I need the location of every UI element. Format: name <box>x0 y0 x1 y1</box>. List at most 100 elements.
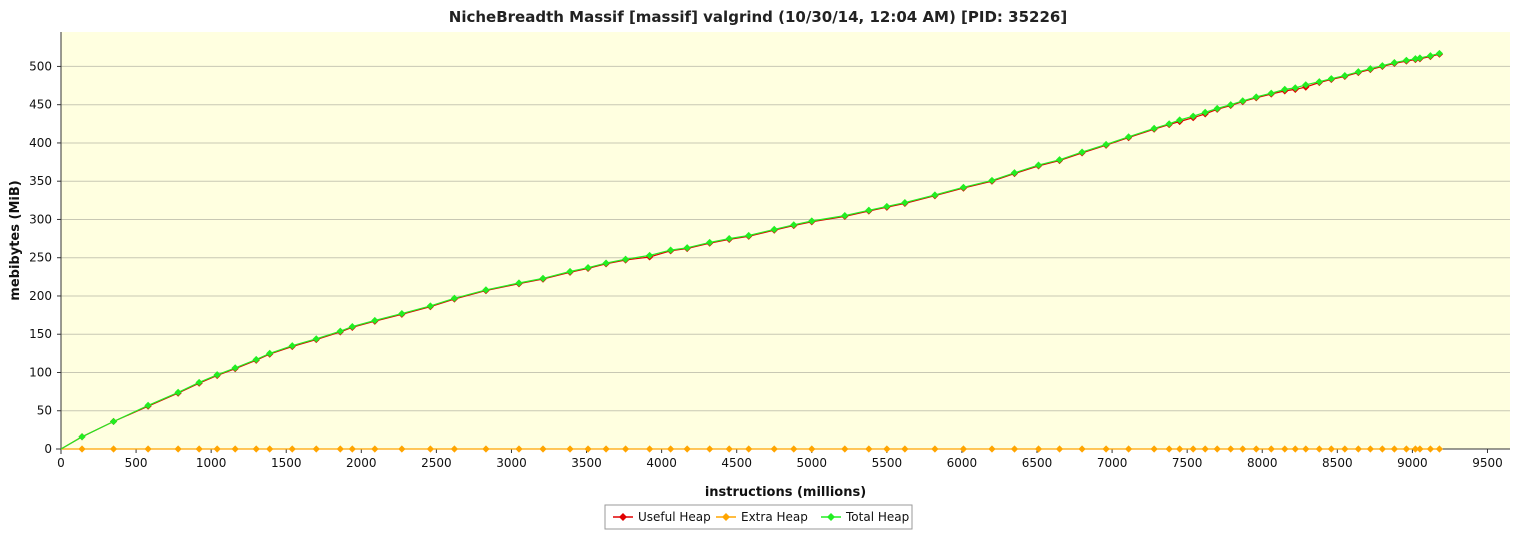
data-point <box>1435 445 1444 453</box>
x-tick-label: 7500 <box>1172 456 1203 470</box>
data-point <box>1125 133 1133 141</box>
x-tick-label: 1500 <box>271 456 302 470</box>
data-point <box>312 445 320 453</box>
x-tick-label: 500 <box>125 456 148 470</box>
data-point <box>312 335 320 343</box>
data-point <box>646 251 654 260</box>
x-tick-label: 2500 <box>421 456 452 470</box>
y-tick-label: 300 <box>29 212 52 226</box>
legend-marker <box>619 513 627 521</box>
data-point <box>1189 445 1197 453</box>
data-point <box>621 255 630 263</box>
data-point <box>1102 140 1110 149</box>
data-point <box>336 327 344 335</box>
data-point <box>1176 116 1184 124</box>
data-point <box>539 274 547 282</box>
data-point <box>1354 445 1362 453</box>
data-point <box>109 417 118 426</box>
data-point <box>144 401 152 409</box>
x-tick-label: 8000 <box>1247 456 1278 470</box>
data-point <box>78 433 86 441</box>
series-layer <box>60 49 1444 453</box>
data-point <box>1102 445 1110 453</box>
data-point <box>1227 101 1235 109</box>
data-point <box>348 445 356 453</box>
data-point <box>745 445 753 453</box>
data-point <box>1213 445 1221 453</box>
data-point <box>725 445 733 453</box>
data-point <box>584 264 592 272</box>
data-point <box>450 294 459 302</box>
data-point <box>841 212 849 220</box>
data-point <box>725 234 733 243</box>
data-point <box>1252 445 1260 453</box>
plot-area <box>61 32 1510 449</box>
x-tick-label: 4500 <box>721 456 752 470</box>
data-point <box>1291 445 1299 453</box>
y-tick-label: 450 <box>29 98 52 112</box>
data-point <box>931 445 939 453</box>
data-point <box>1426 445 1435 453</box>
data-point <box>1327 75 1335 83</box>
data-point <box>931 191 939 199</box>
data-point <box>266 349 274 357</box>
data-point <box>1281 445 1289 453</box>
y-tick-label: 50 <box>37 404 52 418</box>
data-point <box>1239 445 1247 453</box>
data-point <box>988 176 996 185</box>
data-point <box>1411 445 1420 453</box>
y-axis-label: mebibytes (MiB) <box>8 180 23 300</box>
x-axis-label: instructions (millions) <box>705 485 866 500</box>
data-point <box>1378 445 1386 453</box>
y-tick-label: 150 <box>29 327 52 341</box>
data-point <box>770 445 778 453</box>
x-tick-label: 7000 <box>1097 456 1128 470</box>
data-point <box>790 221 798 229</box>
data-point <box>683 244 691 252</box>
x-tick-label: 6000 <box>947 456 978 470</box>
data-point <box>78 445 86 453</box>
x-tick-label: 9000 <box>1397 456 1428 470</box>
data-point <box>266 445 274 453</box>
data-point <box>1315 78 1323 86</box>
x-tick-label: 3500 <box>571 456 602 470</box>
y-tick-label: 400 <box>29 136 52 150</box>
data-point <box>398 309 406 318</box>
x-tick-label: 5500 <box>872 456 903 470</box>
data-point <box>515 279 523 287</box>
x-tick-label: 9500 <box>1472 456 1503 470</box>
series-total-heap <box>60 49 1444 450</box>
data-point <box>1302 81 1310 89</box>
data-point <box>621 445 630 453</box>
data-point <box>865 206 873 214</box>
x-tick-label: 0 <box>57 456 65 470</box>
data-point <box>1010 169 1019 177</box>
data-point <box>336 445 344 453</box>
chart-title: NicheBreadth Massif [massif] valgrind (1… <box>449 8 1067 26</box>
data-point <box>195 445 203 453</box>
data-point <box>602 445 610 453</box>
data-point <box>1078 148 1086 156</box>
data-point <box>770 225 778 234</box>
data-point <box>231 364 239 372</box>
y-tick-label: 100 <box>29 365 52 379</box>
x-tick-label: 4000 <box>646 456 677 470</box>
data-point <box>539 445 547 453</box>
data-point <box>988 445 996 453</box>
series-extra-heap <box>61 445 1444 453</box>
data-point <box>231 445 239 453</box>
data-point <box>566 445 574 453</box>
data-point <box>1366 65 1374 73</box>
data-point <box>288 342 296 350</box>
data-point <box>1150 124 1158 133</box>
data-point <box>1354 68 1362 76</box>
data-point <box>566 267 574 276</box>
data-point <box>1150 445 1158 453</box>
y-tick-label: 250 <box>29 251 52 265</box>
legend-label: Extra Heap <box>741 510 808 524</box>
data-point <box>288 445 296 453</box>
data-point <box>1055 445 1064 453</box>
